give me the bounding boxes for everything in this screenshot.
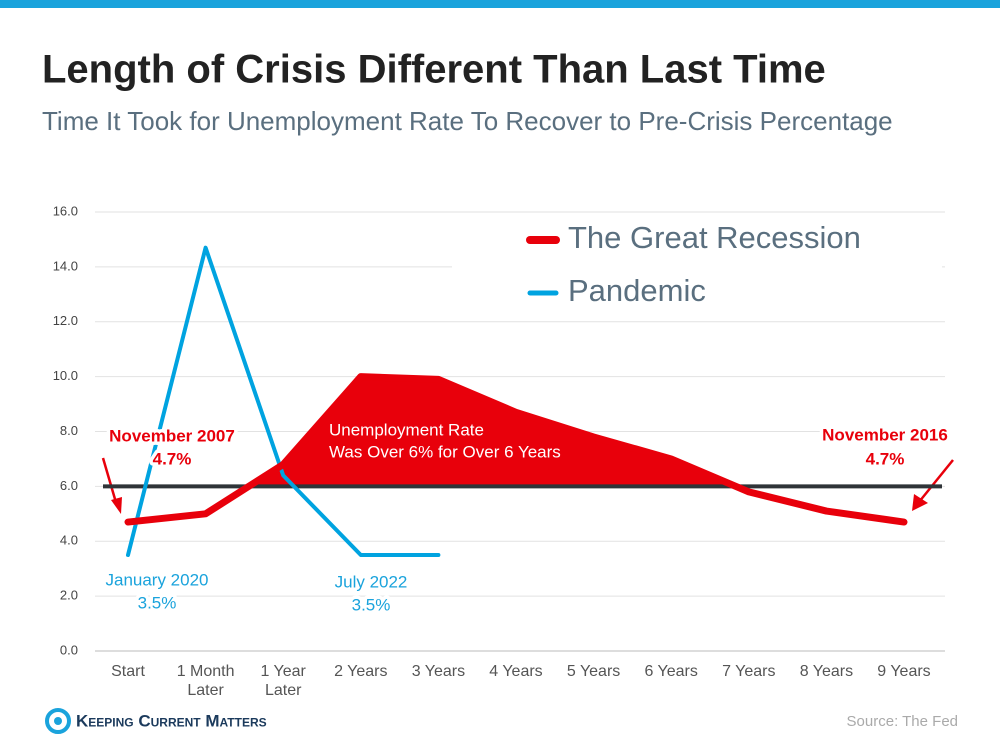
annotation: 4.7% xyxy=(866,449,905,468)
x-tick-label: 3 Years xyxy=(412,663,465,680)
annotation: 4.7% xyxy=(153,449,192,468)
area-above-threshold xyxy=(248,376,736,487)
annotation: July 2022 xyxy=(335,572,408,591)
x-tick-label: 1 Month xyxy=(177,663,235,680)
x-tick-label: 6 Years xyxy=(645,663,698,680)
annotation: Was Over 6% for Over 6 Years xyxy=(329,442,561,461)
logo: Keeping Current Matters xyxy=(45,708,267,734)
x-tick-label: 1 Year xyxy=(261,663,307,680)
y-tick-label: 12.0 xyxy=(53,313,78,328)
logo-icon-center xyxy=(54,717,62,725)
y-tick-label: 4.0 xyxy=(60,533,78,548)
legend-background xyxy=(452,218,942,318)
y-tick-label: 2.0 xyxy=(60,588,78,603)
annotation: November 2016 xyxy=(822,425,948,444)
x-tick-label: Start xyxy=(111,663,145,680)
source: Source: The Fed xyxy=(847,713,958,730)
y-tick-label: 16.0 xyxy=(53,203,78,218)
x-tick-label: 8 Years xyxy=(800,663,853,680)
arrow-head xyxy=(111,497,122,514)
x-tick-label: Later xyxy=(187,682,224,699)
x-tick-label: 2 Years xyxy=(334,663,387,680)
brand: Keeping Current Matters xyxy=(76,711,267,730)
chart-subtitle: Time It Took for Unemployment Rate To Re… xyxy=(42,106,893,136)
annotation: January 2020 xyxy=(105,570,208,589)
arrow-head xyxy=(912,494,928,511)
x-tick-label: 7 Years xyxy=(722,663,775,680)
y-tick-label: 14.0 xyxy=(53,258,78,273)
x-tick-label: Later xyxy=(265,682,302,699)
annotation: 3.5% xyxy=(138,593,177,612)
top-bar xyxy=(0,0,1000,8)
logo-icon xyxy=(45,708,71,734)
annotation: November 2007 xyxy=(109,426,235,445)
x-tick-label: 9 Years xyxy=(877,663,930,680)
annotation: 3.5% xyxy=(352,595,391,614)
annotation: Unemployment Rate xyxy=(329,420,484,439)
y-tick-label: 6.0 xyxy=(60,478,78,493)
legend-label: Pandemic xyxy=(568,273,706,308)
chart-title: Length of Crisis Different Than Last Tim… xyxy=(42,48,826,92)
arrow xyxy=(101,457,119,507)
y-tick-label: 8.0 xyxy=(60,423,78,438)
x-tick-label: 4 Years xyxy=(489,663,542,680)
series-line xyxy=(124,373,908,526)
legend-label: The Great Recession xyxy=(568,220,861,255)
series-line xyxy=(126,245,441,557)
x-tick-label: 5 Years xyxy=(567,663,620,680)
y-tick-label: 10.0 xyxy=(53,368,78,383)
y-tick-label: 0.0 xyxy=(60,642,78,657)
arrow xyxy=(918,459,954,503)
